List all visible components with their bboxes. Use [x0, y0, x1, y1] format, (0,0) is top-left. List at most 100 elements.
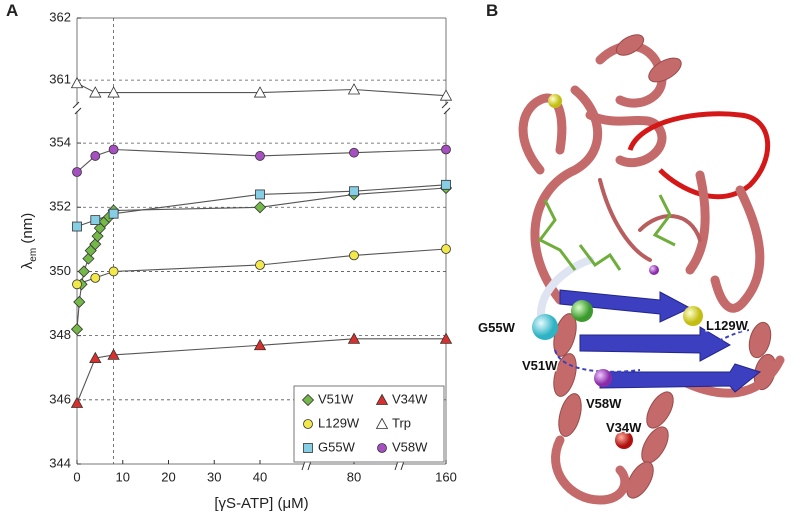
- point: [253, 86, 267, 98]
- y-tick-label: 346: [49, 391, 71, 406]
- point: [441, 144, 451, 155]
- panel-label: B: [486, 1, 498, 20]
- ligand: [578, 244, 622, 271]
- strand: [579, 326, 732, 362]
- residue-sphere: [615, 431, 633, 449]
- fit-line: [76, 82, 447, 97]
- ribbon: [710, 185, 765, 313]
- fit-line: [76, 338, 446, 404]
- helix: [558, 393, 582, 437]
- y-tick-label: 348: [49, 327, 71, 342]
- y-tick-label: 352: [49, 199, 71, 214]
- x-tick-label: 40: [253, 469, 267, 484]
- residue-sphere: [683, 306, 703, 326]
- y-axis-label: λem (nm): [19, 213, 39, 269]
- point: [89, 351, 102, 364]
- residue-sphere: [532, 314, 558, 340]
- ribbon: [598, 178, 652, 262]
- gap-dashed: [554, 349, 641, 373]
- residue-label: L129W: [706, 318, 749, 333]
- point: [72, 167, 82, 177]
- point: [72, 279, 82, 290]
- residue-sphere: [594, 369, 612, 387]
- ligand: [537, 199, 577, 271]
- point: [441, 179, 451, 190]
- point: [255, 151, 265, 161]
- helix: [615, 34, 645, 56]
- ribbon: [518, 93, 567, 175]
- axis-break: [74, 107, 82, 115]
- ribbon: [638, 214, 702, 242]
- helix: [748, 321, 772, 359]
- point: [347, 332, 361, 344]
- point: [439, 89, 453, 101]
- y-label-symbol: λ: [19, 261, 36, 269]
- protein-structure: G55W V51W L129W V58W V34W: [477, 34, 785, 505]
- ribbon: [585, 110, 667, 168]
- point: [349, 186, 359, 197]
- x-tick-label: 10: [116, 469, 130, 484]
- residue-label: G55W: [478, 320, 516, 335]
- legend-label: V34W: [392, 391, 428, 406]
- point: [90, 151, 101, 161]
- point: [90, 272, 101, 283]
- y-tick-label: 344: [49, 455, 71, 470]
- helix: [646, 391, 674, 429]
- x-tick-label: 20: [161, 469, 175, 484]
- ribbon: [685, 170, 710, 275]
- residue-sphere: [548, 94, 562, 108]
- point: [253, 201, 267, 214]
- helix: [626, 461, 654, 499]
- point: [70, 76, 84, 89]
- panel-label: A: [6, 1, 18, 20]
- point: [108, 144, 119, 155]
- ribbon: [551, 435, 630, 505]
- y-tick-label: 350: [49, 263, 71, 278]
- point: [82, 252, 95, 265]
- point: [108, 208, 119, 219]
- point: [70, 323, 84, 336]
- axis-break: [443, 107, 451, 115]
- axis-break: [441, 101, 449, 109]
- point: [303, 419, 313, 429]
- legend-box: [293, 385, 445, 463]
- residue-label: V58W: [586, 396, 622, 411]
- legend-label: V58W: [392, 439, 428, 454]
- point: [375, 417, 389, 429]
- legend-label: V51W: [318, 391, 354, 406]
- point: [73, 295, 86, 309]
- helix: [641, 426, 669, 464]
- point: [439, 332, 453, 344]
- point: [255, 260, 265, 270]
- point: [253, 338, 267, 351]
- residue-label: V34W: [606, 420, 642, 435]
- y-tick-label: 362: [49, 9, 71, 24]
- residue-label: V51W: [522, 358, 558, 373]
- point: [349, 147, 359, 158]
- y-label-sub: em: [28, 248, 39, 262]
- legend: V51W L129W G55W V34W Trp V58W: [293, 385, 445, 463]
- y-tick-label: 361: [49, 72, 71, 87]
- point: [255, 189, 265, 200]
- x-tick-label: 80: [347, 469, 361, 484]
- plot-area: 344 346 348 350 352 354 361 362 0 10 20 30 40 80 160 λe…: [19, 9, 457, 512]
- legend-label: Trp: [392, 415, 411, 430]
- gap-dashed: [699, 329, 751, 351]
- strand: [599, 363, 762, 393]
- point: [77, 265, 90, 278]
- point: [375, 393, 389, 405]
- ligand: [652, 194, 676, 247]
- point: [72, 221, 82, 232]
- residue-sphere: [649, 265, 659, 275]
- legend-label: L129W: [318, 415, 360, 430]
- x-tick-label: 30: [207, 469, 221, 484]
- axis-break-gap: [397, 458, 403, 470]
- point: [89, 86, 102, 98]
- x-tick-label: 0: [73, 469, 80, 484]
- point: [107, 86, 120, 98]
- point: [107, 348, 120, 360]
- x-axis-label: [γS-ATP] (μM): [214, 495, 308, 512]
- y-tick-label: 354: [49, 135, 71, 150]
